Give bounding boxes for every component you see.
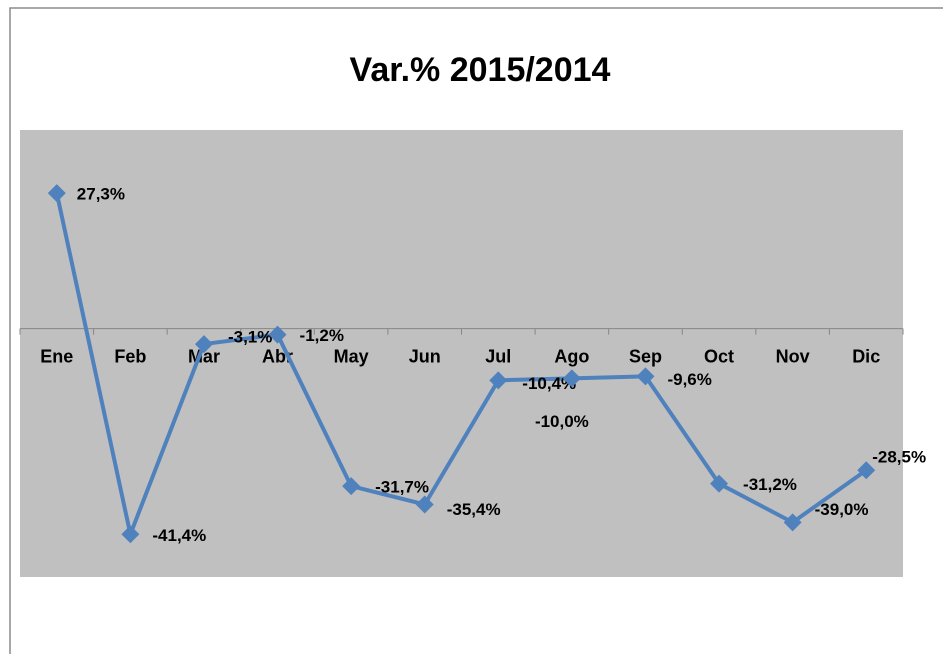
- marker: [489, 371, 508, 390]
- data-label: -31,2%: [743, 475, 797, 494]
- marker: [47, 184, 66, 203]
- marker: [636, 367, 655, 386]
- chart-title: Var.% 2015/2014: [350, 51, 611, 89]
- data-label: 27,3%: [77, 185, 125, 204]
- data-label: -3,1%: [228, 328, 272, 347]
- marker: [562, 369, 581, 388]
- x-tick-label: Sep: [629, 346, 662, 366]
- marker: [710, 474, 729, 493]
- line: [54, 192, 868, 537]
- data-label: -31,7%: [375, 478, 429, 497]
- x-tick-label: Jun: [409, 346, 441, 366]
- data-label: -10,4%: [522, 374, 576, 393]
- data-label: -35,4%: [447, 500, 501, 519]
- data-label: -39,0%: [815, 500, 869, 519]
- marker: [121, 525, 140, 544]
- data-label: -28,5%: [872, 448, 926, 467]
- marker: [783, 513, 802, 532]
- marker: [342, 477, 361, 496]
- data-label: -9,6%: [667, 370, 711, 389]
- x-tick-label: Nov: [776, 346, 810, 366]
- x-tick-label: Dic: [852, 346, 880, 366]
- data-label: -10,0%: [535, 412, 589, 431]
- marker: [268, 325, 287, 344]
- data-label: -1,2%: [300, 326, 344, 345]
- x-tick-label: Jul: [485, 346, 511, 366]
- x-tick-label: Ene: [40, 346, 73, 366]
- marker: [194, 335, 213, 354]
- x-tick-label: Oct: [704, 346, 734, 366]
- data-label: -41,4%: [152, 526, 206, 545]
- x-tick-label: May: [334, 346, 369, 366]
- x-tick-label: Feb: [114, 346, 146, 366]
- x-tick-label: Ago: [554, 346, 589, 366]
- marker: [857, 461, 876, 480]
- marker: [415, 495, 434, 514]
